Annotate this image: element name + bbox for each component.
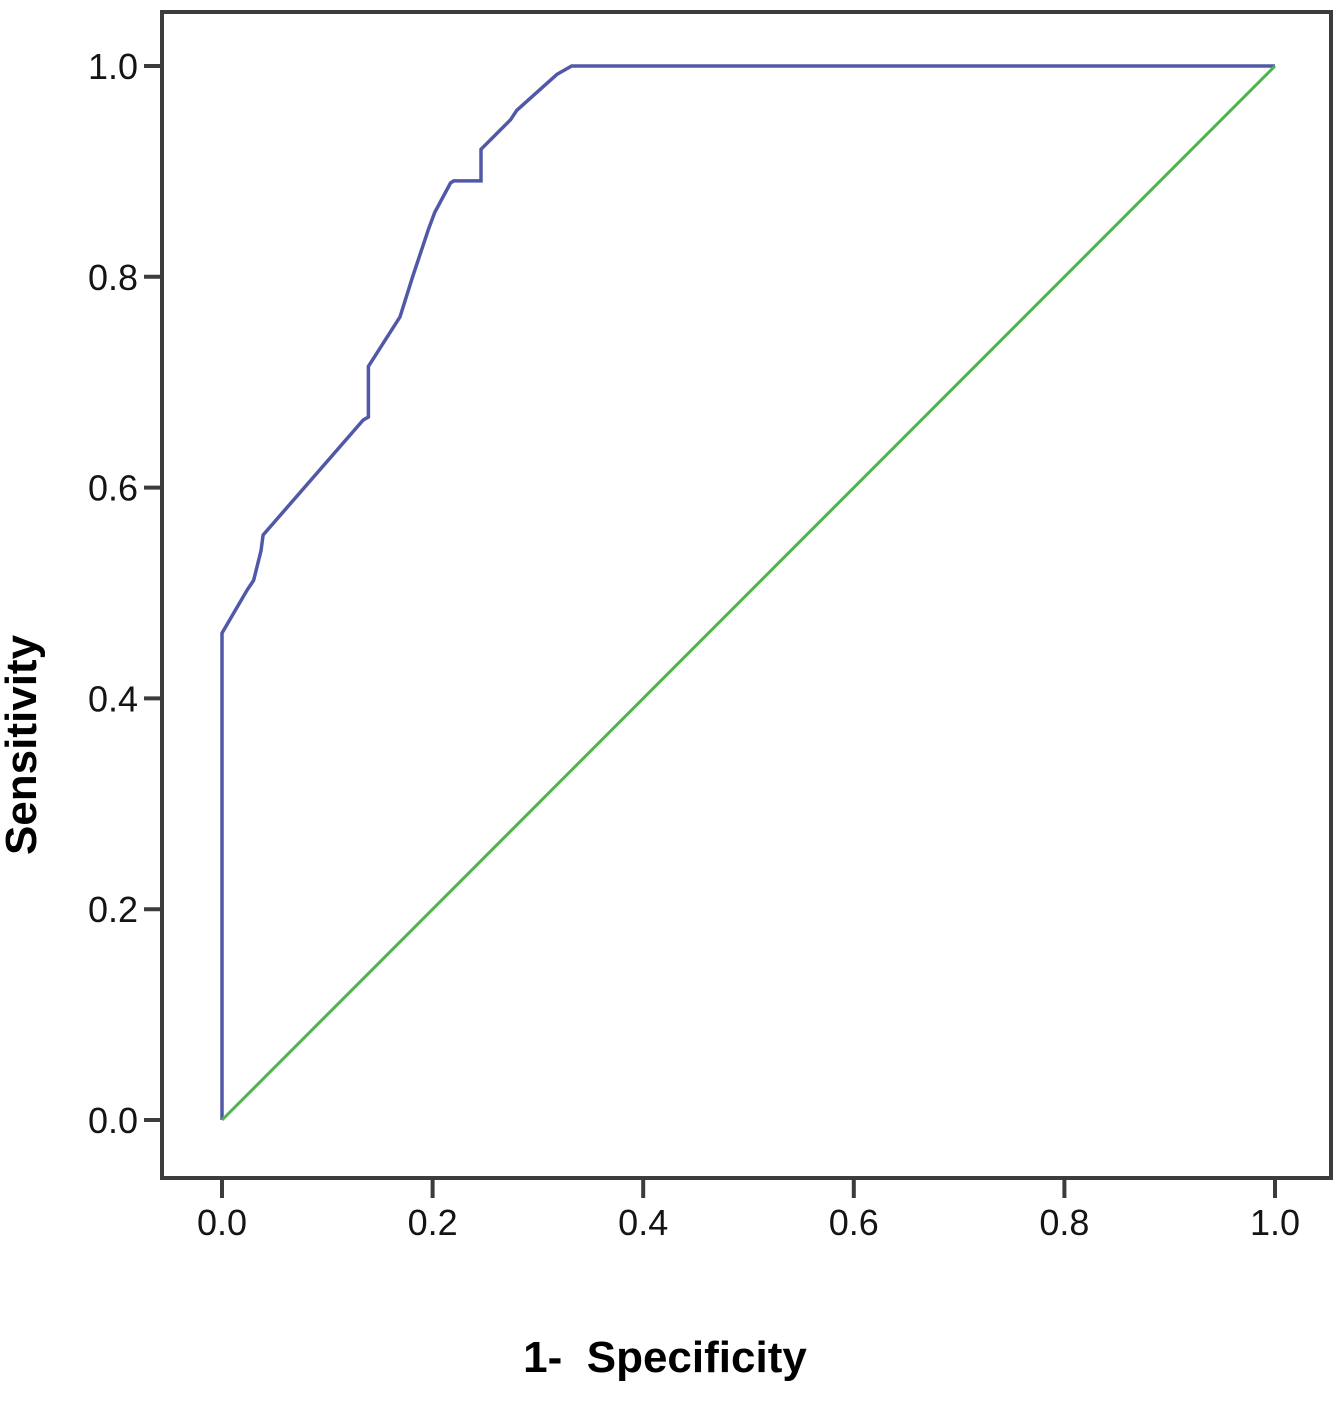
x-axis-tick-label: 1.0: [1250, 1202, 1300, 1243]
roc-curve: [220, 64, 1275, 1120]
x-axis-tick-label: 0.0: [197, 1202, 247, 1243]
y-axis-ticks: 0.0 0.2 0.4 0.6 0.8 1.0: [88, 46, 162, 1141]
series-group: [220, 64, 1277, 1122]
x-axis-tick-label: 0.8: [1039, 1202, 1089, 1243]
plot-border: [160, 10, 1333, 1180]
y-axis-tick-label: 0.2: [88, 889, 138, 930]
y-axis-tick-label: 0.4: [88, 678, 138, 719]
y-axis-tick-label: 0.6: [88, 468, 138, 509]
y-axis-title: Sensitivity: [0, 634, 46, 855]
y-axis-tick-label: 0.8: [88, 257, 138, 298]
reference-diagonal: [220, 64, 1277, 1122]
x-axis-title: 1- Specificity: [523, 1333, 807, 1382]
y-axis-tick-label: 1.0: [88, 46, 138, 87]
x-axis-tick-label: 0.2: [408, 1202, 458, 1243]
x-axis-ticks: 0.0 0.2 0.4 0.6 0.8 1.0: [197, 1178, 1300, 1243]
y-axis-tick-label: 0.0: [88, 1100, 138, 1141]
x-axis-tick-label: 0.4: [618, 1202, 668, 1243]
x-axis-tick-label: 0.6: [829, 1202, 879, 1243]
